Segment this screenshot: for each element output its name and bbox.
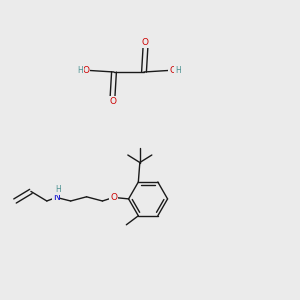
Text: N: N [53, 193, 60, 202]
Text: H: H [55, 185, 61, 194]
Text: O: O [82, 66, 89, 75]
Text: O: O [169, 66, 176, 75]
Text: O: O [142, 38, 149, 47]
Text: O: O [110, 193, 117, 202]
Text: O: O [109, 97, 116, 106]
Text: H: H [77, 66, 83, 75]
Text: H: H [175, 66, 181, 75]
